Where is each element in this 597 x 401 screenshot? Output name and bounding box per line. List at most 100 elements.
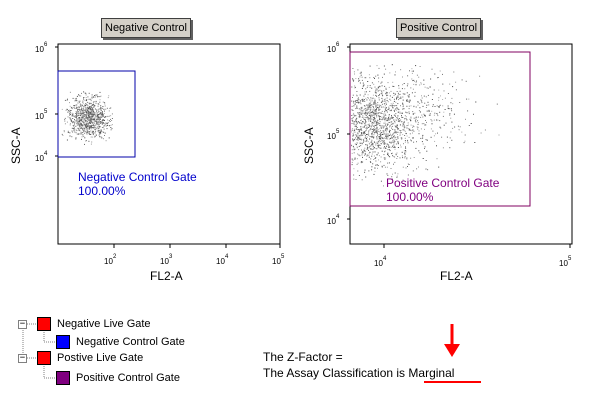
scatter-point xyxy=(394,161,396,163)
scatter-point xyxy=(364,153,366,155)
scatter-point xyxy=(96,134,97,136)
scatter-point xyxy=(98,117,100,119)
scatter-point xyxy=(83,113,85,115)
scatter-point xyxy=(391,146,393,148)
scatter-point xyxy=(359,94,361,96)
scatter-point xyxy=(352,138,354,140)
scatter-point xyxy=(353,131,355,133)
scatter-point xyxy=(85,106,86,108)
scatter-point xyxy=(76,121,78,123)
scatter-point xyxy=(359,136,361,138)
classification-prefix: The Assay Classification is xyxy=(263,366,406,380)
scatter-point xyxy=(375,103,377,105)
scatter-point xyxy=(387,152,389,154)
scatter-point xyxy=(422,134,424,136)
neg-y-tick-2-exp: 4 xyxy=(44,151,48,157)
neg-y-tick-0: 10 xyxy=(35,45,44,54)
scatter-point xyxy=(419,111,421,112)
legend-item-negative-live-gate[interactable]: − Negative Live Gate xyxy=(18,316,151,332)
scatter-point xyxy=(442,83,444,85)
scatter-point xyxy=(381,150,383,152)
scatter-point xyxy=(372,146,374,148)
pos-y-tick-2-exp: 4 xyxy=(336,214,340,220)
scatter-point xyxy=(363,126,365,128)
scatter-point xyxy=(95,109,97,111)
scatter-point xyxy=(375,105,377,107)
scatter-point xyxy=(87,110,89,112)
scatter-point xyxy=(366,138,367,139)
scatter-point xyxy=(78,118,80,120)
scatter-point xyxy=(458,129,460,131)
scatter-point xyxy=(383,137,385,139)
scatter-point xyxy=(397,111,399,113)
scatter-point xyxy=(395,126,397,127)
scatter-point xyxy=(81,111,83,113)
scatter-point xyxy=(432,130,434,132)
scatter-point xyxy=(388,117,390,119)
legend-item-positive-control-gate[interactable]: Positive Control Gate xyxy=(56,370,180,386)
scatter-point xyxy=(360,128,362,130)
scatter-point xyxy=(442,105,444,107)
scatter-point xyxy=(398,85,400,87)
scatter-point xyxy=(93,103,95,105)
scatter-point xyxy=(381,140,383,142)
scatter-point xyxy=(88,106,90,108)
scatter-point xyxy=(359,101,361,103)
scatter-point xyxy=(73,106,75,108)
scatter-point xyxy=(111,120,113,121)
scatter-point xyxy=(383,116,385,118)
scatter-point xyxy=(69,113,71,115)
scatter-point xyxy=(393,105,395,107)
scatter-point xyxy=(83,115,85,117)
scatter-point xyxy=(83,98,84,100)
scatter-point xyxy=(364,77,366,79)
scatter-point xyxy=(84,137,86,139)
scatter-point xyxy=(385,100,386,102)
scatter-point xyxy=(371,136,373,138)
scatter-point xyxy=(387,174,389,176)
collapse-icon[interactable]: − xyxy=(18,318,27,329)
scatter-point xyxy=(373,159,375,160)
scatter-point xyxy=(395,126,397,128)
scatter-point xyxy=(358,138,360,140)
scatter-point xyxy=(100,130,102,132)
scatter-point xyxy=(83,123,85,125)
scatter-point xyxy=(391,116,393,118)
scatter-point xyxy=(84,128,86,130)
positive-gate-rect[interactable] xyxy=(349,51,531,207)
scatter-point xyxy=(371,121,373,123)
scatter-point xyxy=(378,144,380,146)
scatter-point xyxy=(86,123,88,125)
scatter-point xyxy=(352,97,353,98)
scatter-point xyxy=(85,117,87,119)
scatter-point xyxy=(107,119,108,121)
scatter-point xyxy=(451,121,453,123)
scatter-point xyxy=(373,141,375,143)
scatter-point xyxy=(106,115,108,117)
scatter-point xyxy=(379,119,381,121)
scatter-point xyxy=(369,90,371,92)
scatter-point xyxy=(393,114,395,116)
scatter-point xyxy=(89,111,91,113)
scatter-point xyxy=(357,138,359,139)
scatter-point xyxy=(85,103,87,105)
scatter-point xyxy=(97,126,99,128)
scatter-point xyxy=(93,125,95,127)
scatter-point xyxy=(404,118,406,120)
scatter-point xyxy=(381,85,383,87)
scatter-point xyxy=(417,116,419,118)
scatter-point xyxy=(377,122,379,124)
scatter-point xyxy=(383,143,385,145)
scatter-point xyxy=(371,104,373,105)
legend-item-negative-control-gate[interactable]: Negative Control Gate xyxy=(56,334,185,350)
scatter-point xyxy=(420,99,422,101)
scatter-point xyxy=(81,123,82,125)
scatter-point xyxy=(90,119,92,121)
scatter-point xyxy=(377,107,379,109)
scatter-point xyxy=(392,117,393,119)
legend-item-positive-live-gate[interactable]: − Postive Live Gate xyxy=(18,350,143,366)
collapse-icon[interactable]: − xyxy=(18,352,27,363)
scatter-point xyxy=(373,123,375,124)
scatter-point xyxy=(353,178,355,180)
